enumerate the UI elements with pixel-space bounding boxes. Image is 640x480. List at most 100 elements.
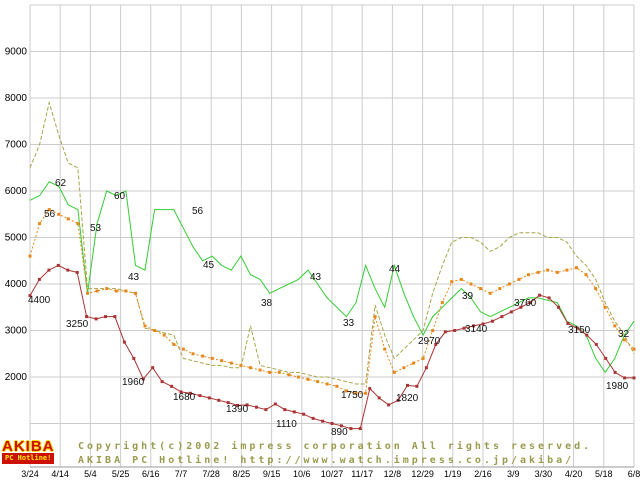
data-point-marker [368,387,372,391]
data-point-marker [622,338,626,342]
x-tick-label: 5/4 [84,469,97,479]
data-point-marker [283,408,287,412]
data-point-marker [170,384,174,388]
x-tick-label: 12/8 [384,469,402,479]
data-point-marker [179,390,183,394]
data-point-marker [469,282,473,286]
data-point-marker [56,263,60,267]
x-tick-label: 3/24 [21,469,39,479]
data-label: 3150 [568,325,591,336]
data-point-marker [566,322,570,325]
data-point-marker [546,268,550,272]
data-point-marker [490,319,494,323]
y-tick-label: 9000 [5,47,28,58]
data-point-marker [406,383,409,387]
data-point-marker [527,273,530,277]
y-tick-label: 7000 [5,140,28,151]
x-tick-label: 2/16 [474,469,492,479]
data-label: 1980 [606,381,629,392]
data-point-marker [613,370,617,374]
data-label: 39 [462,291,474,302]
data-point-marker [632,376,636,380]
data-point-marker [153,329,157,332]
data-point-marker [528,301,532,305]
data-point-marker [509,310,513,314]
data-point-marker [311,416,315,420]
gridlines [29,4,635,467]
data-point-marker [104,315,107,319]
y-axis-labels: 9000 8000 7000 6000 5000 4000 3000 2000 [5,47,28,384]
data-label: 45 [203,260,215,271]
data-point-marker [431,329,435,332]
data-point-marker [239,363,243,367]
data-point-marker [387,403,391,407]
y-tick-label: 5000 [5,233,28,244]
data-point-marker [555,270,559,274]
data-point-marker [226,401,230,405]
data-point-marker [160,380,164,384]
data-label: 1680 [173,392,196,403]
data-point-marker [479,287,483,291]
data-point-marker [415,384,419,388]
data-point-marker [396,398,400,402]
data-point-marker [316,380,320,384]
data-point-marker [172,342,176,346]
data-point-marker [277,370,281,374]
data-point-marker [462,326,466,330]
data-label: 1750 [341,390,364,401]
data-point-marker [143,324,147,328]
data-point-marker [354,391,358,395]
data-point-marker [440,301,444,305]
data-point-marker [273,402,277,406]
data-point-marker [557,305,560,309]
x-tick-label: 6/16 [142,469,160,479]
data-point-marker [57,212,61,216]
data-point-marker [258,368,262,372]
data-point-marker [162,333,166,337]
pc-hotline-logo-text: PC Hotline! [2,453,55,464]
data-point-marker [344,389,348,393]
x-tick-label: 7/7 [175,469,188,479]
data-point-marker [339,424,343,428]
data-point-marker [402,366,406,370]
x-tick-label: 1/19 [444,469,462,479]
data-point-marker [632,347,636,351]
data-point-marker [124,289,128,293]
x-tick-label: 3/9 [507,469,520,479]
data-point-marker [217,398,221,402]
data-point-marker [264,408,268,412]
data-point-marker [47,268,51,272]
data-label: 1820 [396,393,419,404]
data-point-marker [364,391,368,395]
data-point-marker [500,315,504,319]
x-tick-label: 4/20 [565,469,583,479]
data-point-marker [603,305,607,309]
y-tick-label: 2000 [5,372,28,383]
data-point-marker [424,366,428,370]
data-point-marker [47,208,51,212]
data-point-marker [302,412,306,416]
data-point-marker [450,280,454,284]
data-point-marker [421,356,425,360]
data-label: 38 [261,298,273,309]
data-point-marker [105,287,109,291]
data-point-marker [114,289,118,293]
data-point-marker [519,305,523,309]
data-point-marker [76,222,80,226]
y-tick-label: 4000 [5,279,28,290]
data-point-marker [38,222,42,226]
data-point-marker [188,391,192,395]
y-tick-label: 6000 [5,186,28,197]
x-tick-label: 7/28 [202,469,220,479]
data-label: 1960 [122,377,145,388]
data-point-marker [94,317,98,321]
data-point-marker [536,270,540,274]
data-label: 32 [618,329,630,340]
data-point-marker [434,342,438,346]
data-point-marker [85,315,89,319]
x-tick-label: 3/30 [535,469,553,479]
data-point-marker [255,405,258,409]
data-label: 3140 [465,324,488,335]
data-point-marker [229,361,233,365]
